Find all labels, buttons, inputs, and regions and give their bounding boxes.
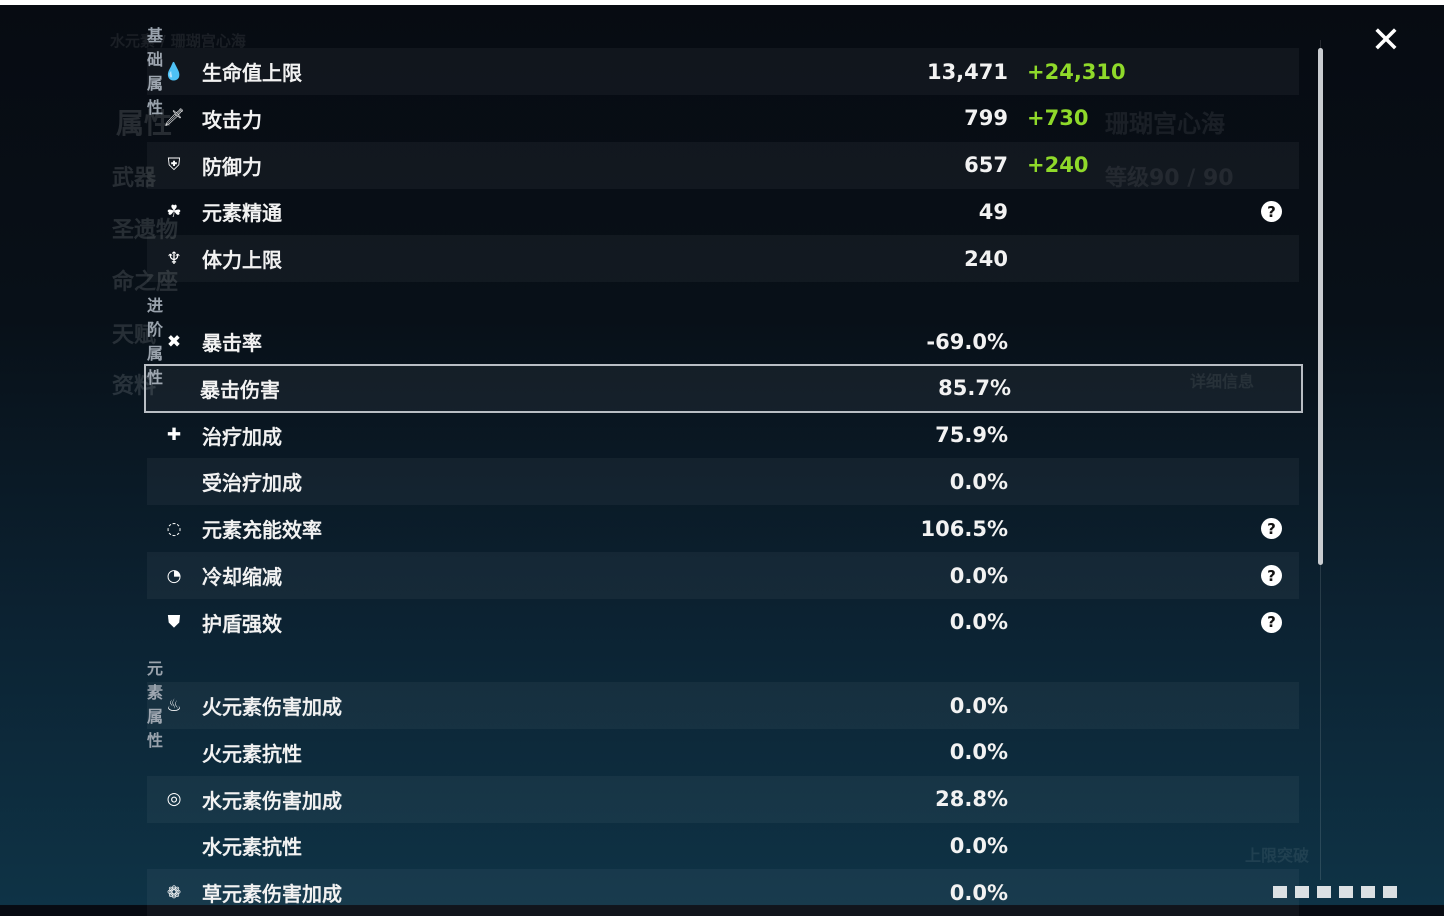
shield-strength-icon: ⛊	[167, 612, 181, 633]
stat-row[interactable]: ✖ 暴击率 -69.0%	[147, 318, 1299, 365]
stat-row[interactable]: 水元素抗性 0.0%	[147, 822, 1299, 869]
stat-value: 49	[978, 199, 1008, 224]
healing-icon: ✚	[166, 425, 182, 446]
hydro-icon: ◎	[166, 789, 182, 810]
stat-value: 85.7%	[938, 376, 1011, 401]
stat-value: 13,471	[926, 59, 1008, 84]
sword-icon: 🗡	[163, 108, 185, 129]
stat-label: 冷却缩减	[202, 565, 282, 589]
stat-value: 0.0%	[949, 469, 1008, 494]
stat-value: 0.0%	[949, 833, 1008, 858]
stat-label: 元素精通	[202, 201, 282, 226]
help-icon[interactable]: ?	[1261, 518, 1282, 540]
stat-value: 0.0%	[949, 563, 1008, 588]
shield-icon: ⛨	[167, 155, 181, 176]
dendro-icon: ❁	[166, 882, 182, 903]
close-button[interactable]: ✕	[1369, 23, 1403, 59]
stat-value: 240	[964, 246, 1008, 271]
stat-label: 生命值上限	[202, 61, 302, 85]
stat-value: 0.0%	[949, 610, 1008, 635]
bg-menu-attributes: 属性	[116, 107, 173, 140]
cooldown-icon: ◔	[166, 565, 182, 586]
section-title: 进阶属性	[147, 296, 164, 387]
stamina-icon: ♆	[166, 248, 182, 269]
stat-value: 28.8%	[935, 787, 1008, 812]
stat-value: 0.0%	[949, 740, 1008, 765]
stat-row[interactable]: ✚ 治疗加成 75.9%	[147, 412, 1299, 459]
stat-bonus: +24,310	[1027, 59, 1126, 84]
close-icon: ✕	[1370, 20, 1402, 61]
stat-row[interactable]: ⛊ 护盾强效 0.0%?	[147, 599, 1299, 646]
pyro-icon: ♨	[166, 695, 182, 716]
watermark	[1273, 886, 1403, 898]
stat-bonus: +240	[1027, 153, 1089, 178]
scrollbar-thumb[interactable]	[1318, 48, 1323, 565]
help-icon[interactable]: ?	[1261, 201, 1282, 223]
stat-label: 体力上限	[202, 248, 282, 273]
stat-row[interactable]: ◎ 水元素伤害加成 28.8%	[147, 775, 1299, 823]
stat-row[interactable]: ♨ 火元素伤害加成 0.0%	[147, 682, 1299, 729]
stat-label: 草元素伤害加成	[202, 882, 342, 907]
section-title: 基础属性	[147, 26, 164, 117]
stat-label: 护盾强效	[202, 611, 282, 636]
stat-label: 防御力	[202, 154, 262, 179]
energy-recharge-icon: ◌	[166, 518, 182, 539]
stat-row[interactable]: ⛨ 防御力 657 +240	[147, 141, 1299, 189]
bg-menu-constellation: 命之座	[112, 270, 179, 295]
bg-menu-talents: 天赋	[112, 323, 157, 348]
help-icon[interactable]: ?	[1261, 611, 1282, 633]
stat-row[interactable]: ◔ 冷却缩减 0.0%?	[147, 552, 1299, 599]
stat-label: 攻击力	[202, 107, 262, 132]
stat-row[interactable]: 🗡 攻击力 799 +730	[147, 95, 1299, 142]
bg-menu-weapon: 武器	[112, 166, 157, 191]
stat-bonus: +730	[1027, 106, 1089, 131]
stat-label: 暴击率	[202, 331, 262, 355]
help-icon[interactable]: ?	[1261, 565, 1282, 586]
stat-value: 0.0%	[949, 693, 1008, 718]
stat-label: 水元素抗性	[202, 835, 302, 860]
stat-row[interactable]: ♆ 体力上限 240	[147, 235, 1299, 283]
stat-label: 治疗加成	[202, 424, 282, 449]
crit-rate-icon: ✖	[166, 331, 182, 352]
bg-level: 等级90 / 90	[1105, 166, 1234, 191]
stat-label: 受治疗加成	[202, 471, 302, 496]
section-title: 元素属性	[147, 659, 164, 750]
stat-value: 106.5%	[920, 516, 1008, 541]
bg-detail-button: 详细信息	[1190, 372, 1255, 391]
stat-value: -69.0%	[926, 329, 1008, 354]
crit-dmg-icon	[161, 377, 183, 399]
stat-row[interactable]: ❁ 草元素伤害加成 0.0%	[147, 869, 1299, 916]
stat-value: 657	[964, 153, 1008, 178]
stat-label: 暴击伤害	[200, 377, 280, 402]
bg-menu-artifacts: 圣遗物	[112, 218, 179, 243]
elemental-mastery-icon: ☘	[166, 201, 182, 222]
stat-value: 799	[964, 106, 1008, 131]
stat-label: 元素充能效率	[202, 518, 322, 543]
stat-label: 火元素抗性	[202, 741, 302, 766]
stat-row[interactable]: 受治疗加成 0.0%	[147, 458, 1299, 506]
stat-row[interactable]: 火元素抗性 0.0%	[147, 729, 1299, 776]
droplet-icon: 💧	[163, 61, 185, 82]
stat-row[interactable]: ☘ 元素精通 49?	[147, 188, 1299, 235]
stat-row[interactable]: 暴击伤害 85.7%	[144, 363, 1303, 413]
bg-menu-profile: 资料	[112, 374, 157, 399]
stat-label: 火元素伤害加成	[202, 695, 342, 719]
stat-row[interactable]: 💧 生命值上限 13,471 +24,310	[147, 48, 1299, 95]
bg-character-name: 珊瑚宫心海	[1105, 110, 1225, 138]
bg-element-title: 水元素 / 珊瑚宫心海	[110, 32, 246, 50]
bg-ascend-button: 上限突破	[1245, 846, 1310, 865]
stat-value: 75.9%	[935, 423, 1008, 448]
stat-value: 0.0%	[949, 880, 1008, 905]
stat-row[interactable]: ◌ 元素充能效率 106.5%?	[147, 505, 1299, 552]
stat-label: 水元素伤害加成	[202, 788, 342, 813]
window-top-edge	[0, 0, 1444, 5]
